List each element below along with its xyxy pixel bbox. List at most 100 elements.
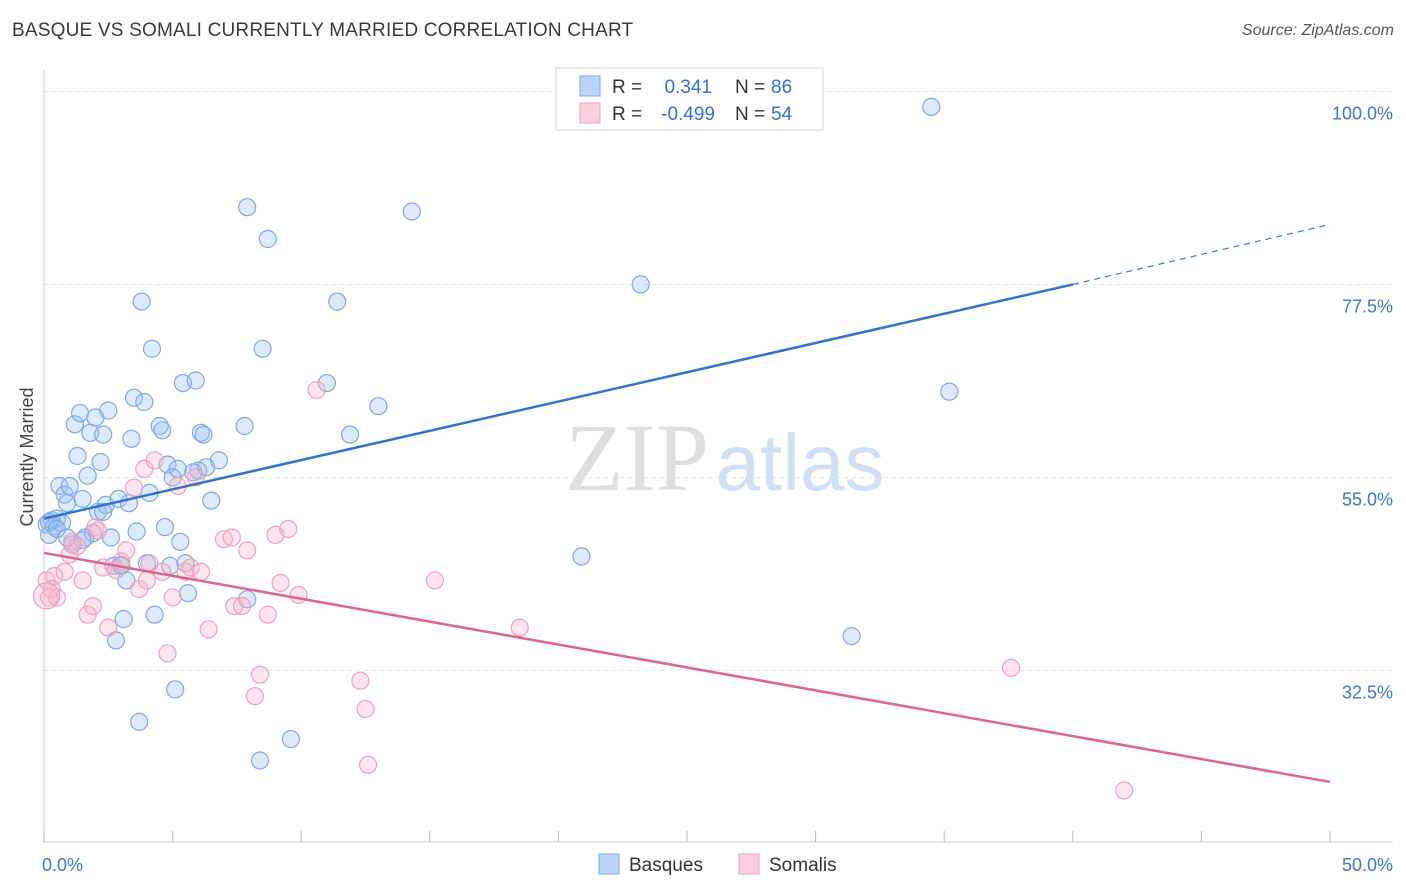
trend-line-basques-extension xyxy=(1072,223,1331,286)
point-basques xyxy=(132,292,151,311)
point-somalis xyxy=(42,579,61,599)
stats-r-label-somalis: R = xyxy=(612,104,642,125)
point-basques xyxy=(65,415,85,434)
legend-swatch-basques xyxy=(598,853,620,875)
point-basques xyxy=(122,429,141,448)
point-somalis xyxy=(1001,658,1021,678)
point-basques xyxy=(130,712,149,732)
point-somalis xyxy=(238,541,257,560)
stats-legend: R = 0.341 N = 86 R = -0.499 N = 54 xyxy=(555,67,824,131)
point-basques xyxy=(142,339,162,358)
chart-title: BASQUE VS SOMALI CURRENTLY MARRIED CORRE… xyxy=(12,20,634,41)
point-somalis xyxy=(137,571,156,590)
legend-label-somalis: Somalis xyxy=(769,855,837,876)
point-somalis xyxy=(145,451,164,470)
source-credit: Source: ZipAtlas.com xyxy=(1241,22,1394,39)
legend-swatch-somalis xyxy=(738,853,760,875)
tick-labels: 32.5% 55.0% 77.5% 100.0% 0.0% 50.0% xyxy=(42,103,1393,875)
point-somalis xyxy=(99,618,118,637)
point-basques xyxy=(57,494,77,513)
point-somalis xyxy=(191,562,210,581)
point-basques xyxy=(94,502,113,521)
point-basques xyxy=(842,626,861,646)
point-basques xyxy=(135,392,154,412)
point-somalis xyxy=(47,588,67,607)
point-somalis xyxy=(199,620,218,639)
point-somalis xyxy=(78,605,97,624)
point-somalis xyxy=(258,605,277,624)
point-basques xyxy=(124,388,144,407)
point-somalis xyxy=(250,665,270,684)
point-basques xyxy=(60,476,79,496)
x-tick-label-min: 0.0% xyxy=(42,855,83,875)
point-basques xyxy=(572,547,591,566)
y-tick-label: 77.5% xyxy=(1342,296,1393,316)
point-somalis xyxy=(32,582,61,610)
point-somalis xyxy=(307,380,326,400)
trend-lines xyxy=(43,223,1331,784)
point-somalis xyxy=(356,699,375,719)
series-legend: Basques Somalis xyxy=(598,853,837,876)
point-somalis xyxy=(186,468,205,487)
point-somalis xyxy=(1115,781,1134,800)
point-basques xyxy=(50,476,69,496)
point-basques xyxy=(127,522,146,541)
point-basques xyxy=(258,229,277,249)
point-basques xyxy=(250,751,270,770)
point-basques xyxy=(281,729,300,749)
point-somalis xyxy=(351,671,370,690)
stats-n-value-basques: 86 xyxy=(771,77,792,98)
point-basques xyxy=(922,97,941,117)
y-tick-label: 100.0% xyxy=(1332,103,1393,123)
point-basques xyxy=(70,404,90,423)
point-basques xyxy=(186,371,205,390)
point-basques xyxy=(178,584,198,603)
watermark-atlas: atlas xyxy=(716,418,885,507)
point-somalis xyxy=(83,596,103,616)
point-basques xyxy=(317,374,336,393)
point-somalis xyxy=(222,528,241,547)
stats-r-value-somalis: -0.499 xyxy=(661,104,715,125)
point-somalis xyxy=(425,571,444,590)
stats-n-value-somalis: 54 xyxy=(771,104,793,125)
point-basques xyxy=(166,680,185,699)
watermark: ZIP atlas xyxy=(565,404,884,511)
point-basques xyxy=(341,425,360,444)
data-points xyxy=(32,97,1134,800)
point-basques xyxy=(631,275,650,294)
point-somalis xyxy=(232,596,252,616)
point-basques xyxy=(328,292,347,311)
point-basques xyxy=(238,198,257,217)
point-basques xyxy=(78,466,97,485)
point-basques xyxy=(114,609,133,629)
point-basques xyxy=(68,446,87,466)
y-axis-label: Currently Married xyxy=(17,387,37,526)
point-basques xyxy=(253,339,272,358)
point-basques xyxy=(163,468,182,487)
stats-r-label-basques: R = xyxy=(612,77,642,98)
point-somalis xyxy=(158,644,177,663)
point-basques xyxy=(145,605,164,624)
point-somalis xyxy=(163,588,182,607)
watermark-zip: ZIP xyxy=(565,404,709,511)
stats-n-label-somalis: N = xyxy=(735,104,765,125)
stats-swatch-somalis xyxy=(579,102,601,124)
point-basques xyxy=(402,202,421,221)
point-somalis xyxy=(225,596,244,616)
stats-swatch-basques xyxy=(579,75,601,97)
point-somalis xyxy=(289,585,308,605)
point-somalis xyxy=(124,478,144,497)
point-basques xyxy=(91,452,110,472)
point-somalis xyxy=(117,541,136,560)
y-tick-label: 55.0% xyxy=(1342,489,1393,509)
x-tick-label-max: 50.0% xyxy=(1342,855,1393,875)
point-somalis xyxy=(271,573,290,593)
stats-n-label-basques: N = xyxy=(735,77,765,98)
point-basques xyxy=(202,491,221,510)
trend-line-basques xyxy=(43,283,1074,520)
axes xyxy=(43,70,1393,843)
point-somalis xyxy=(510,618,529,637)
point-somalis xyxy=(181,558,200,577)
point-somalis xyxy=(279,519,298,539)
